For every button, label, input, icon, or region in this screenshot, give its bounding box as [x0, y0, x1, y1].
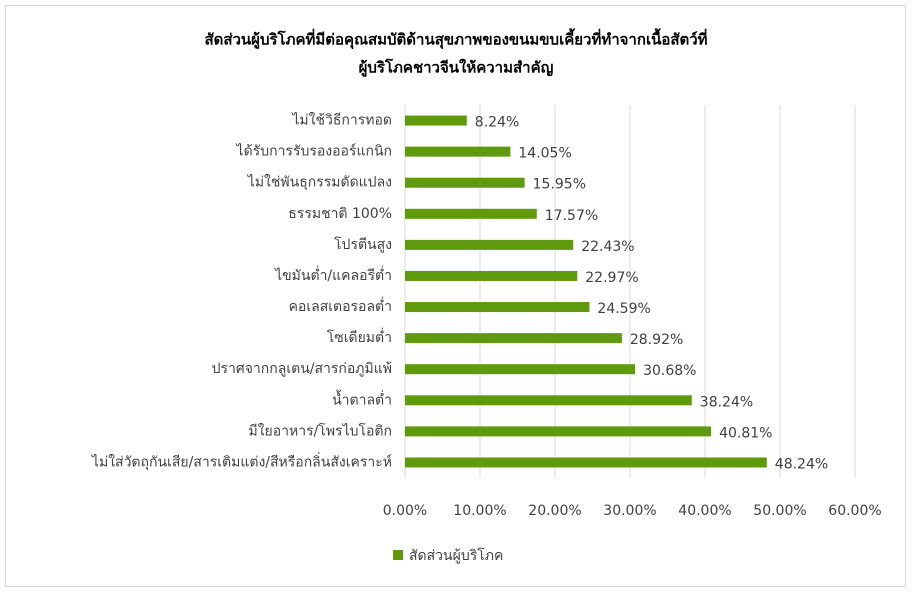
- data-label: 17.57%: [545, 208, 598, 224]
- data-label: 38.24%: [700, 394, 753, 410]
- data-label: 8.24%: [475, 115, 519, 131]
- y-tick-label: โปรตีนสูง: [334, 236, 392, 253]
- y-tick-label: ไขมันต่ำ/แคลอรีต่ำ: [274, 266, 392, 284]
- data-label: 28.92%: [630, 332, 683, 348]
- data-label: 14.05%: [518, 146, 571, 162]
- y-tick-label: ไม่ใส่วัตถุกันเสีย/สารเติมแต่ง/สีหรือกลิ…: [91, 452, 392, 470]
- x-tick-label: 10.00%: [453, 503, 506, 519]
- bar: [405, 333, 622, 344]
- data-label: 22.97%: [585, 270, 638, 286]
- bar: [405, 457, 767, 468]
- x-tick-label: 20.00%: [528, 503, 581, 519]
- bar: [405, 146, 511, 157]
- bar: [405, 208, 537, 219]
- bar: [405, 177, 525, 188]
- data-label: 22.43%: [581, 239, 634, 255]
- x-tick-label: 40.00%: [678, 503, 731, 519]
- data-label: 40.81%: [719, 425, 772, 441]
- y-tick-label: คอเลสเตอรอลต่ำ: [289, 297, 392, 315]
- data-label: 24.59%: [597, 301, 650, 317]
- y-tick-label: ได้รับการรับรองออร์แกนิก: [236, 143, 392, 160]
- bar: [405, 395, 692, 406]
- y-tick-label: มีใยอาหาร/โพรไบโอติก: [248, 422, 392, 439]
- bar: [405, 302, 590, 313]
- x-tick-label: 30.00%: [603, 503, 656, 519]
- bar: [405, 426, 712, 437]
- y-tick-label: ไม่ใช้วิธีการทอด: [291, 112, 392, 129]
- x-tick-label: 0.00%: [383, 503, 427, 519]
- bar: [405, 270, 578, 281]
- bar: [405, 239, 574, 250]
- legend-swatch: [393, 550, 403, 560]
- x-tick-label: 60.00%: [828, 503, 881, 519]
- y-tick-label: โซเดียมต่ำ: [327, 328, 392, 346]
- data-label: 48.24%: [775, 456, 828, 472]
- legend-label: สัดส่วนผู้บริโภค: [409, 547, 503, 564]
- y-tick-label: ปราศจากกลูเตน/สารก่อภูมิแพ้: [212, 361, 392, 377]
- y-tick-label: ธรรมชาติ 100%: [288, 206, 392, 222]
- chart-border: [5, 5, 906, 587]
- data-label: 30.68%: [643, 363, 696, 379]
- data-label: 15.95%: [533, 177, 586, 193]
- bar: [405, 364, 636, 375]
- x-tick-label: 50.00%: [753, 503, 806, 519]
- chart-title: ผู้บริโภคชาวจีนให้ความสำคัญ: [359, 58, 554, 78]
- chart-title: สัดส่วนผู้บริโภคที่มีต่อคุณสมบัติด้านสุข…: [204, 28, 707, 50]
- y-tick-label: ไม่ใช่พันธุกรรมดัดแปลง: [247, 174, 392, 191]
- y-tick-label: น้ำตาลต่ำ: [332, 389, 392, 408]
- bar: [405, 115, 467, 126]
